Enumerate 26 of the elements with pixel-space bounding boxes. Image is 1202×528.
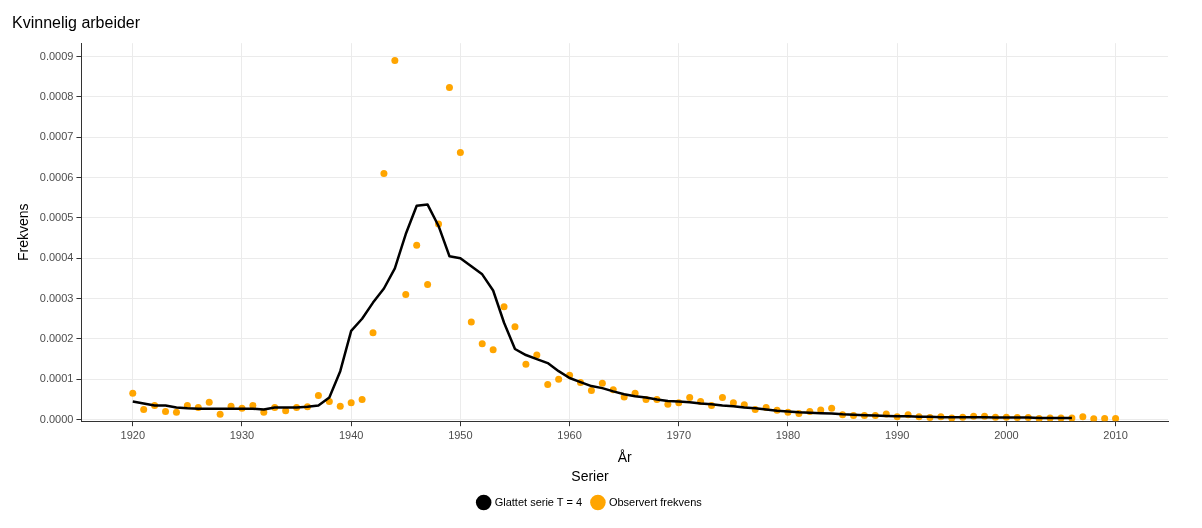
y-tick-label: 0.0003	[39, 291, 74, 304]
y-tick-label: 0.0006	[39, 170, 74, 183]
x-tick-label: 1940	[338, 428, 364, 441]
y-tick-label: 0.0004	[39, 251, 74, 264]
x-tick-label: 1960	[557, 428, 582, 441]
y-tick-label: 0.0000	[39, 412, 74, 425]
y-tick-label: 0.0008	[39, 89, 74, 102]
x-tick-label: 2010	[1103, 428, 1128, 441]
x-tick-label: 1950	[448, 428, 473, 441]
legend-title: Serier	[571, 468, 609, 485]
legend-label: Glattet serie T = 4	[494, 495, 583, 508]
y-tick-label: 0.0001	[39, 372, 74, 385]
x-tick-label: 1980	[775, 428, 801, 441]
y-tick-label: 0.0002	[39, 331, 74, 344]
x-tick-label: 1990	[884, 428, 910, 441]
chart-title: Kvinnelig arbeider	[12, 14, 141, 32]
x-axis-title: År	[617, 448, 633, 465]
y-tick-label: 0.0009	[39, 49, 74, 62]
x-tick-label: 1920	[120, 428, 146, 441]
x-tick-label: 2000	[994, 428, 1019, 441]
y-tick-label: 0.0005	[39, 210, 74, 223]
y-axis-title: Frekvens	[15, 203, 32, 261]
x-tick-label: 1970	[666, 428, 692, 441]
legend-label: Observert frekvens	[608, 495, 703, 508]
y-tick-label: 0.0007	[39, 130, 74, 143]
x-tick-label: 1930	[229, 428, 255, 441]
